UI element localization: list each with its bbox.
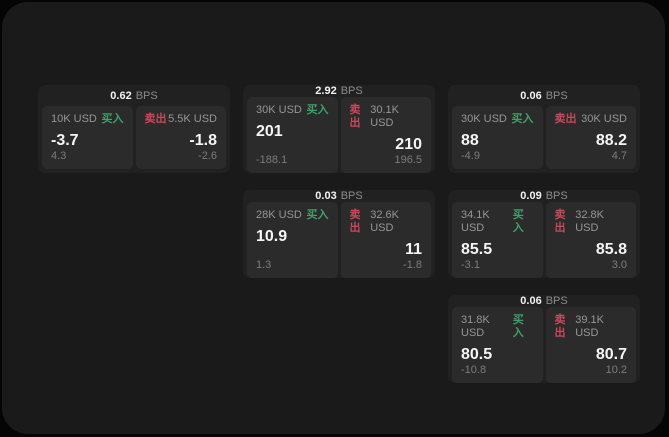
sell-delta: 3.0 [611,259,627,271]
buy-panel[interactable]: 28K USD 买入 10.9 1.3 [247,202,338,278]
sell-button[interactable]: 卖出 [349,104,361,129]
sell-price: 11 [405,241,422,258]
sell-panel[interactable]: 卖出 32.6K USD 11 -1.8 [340,202,431,278]
buy-button[interactable]: 买入 [101,113,124,125]
bps-header: 0.09 BPS [448,190,640,202]
buy-button[interactable]: 买入 [512,209,524,234]
bps-header: 0.06 BPS [448,295,640,307]
sell-price: 88.2 [595,132,627,149]
bps-value: 0.06 [520,295,542,307]
bps-unit-label: BPS [135,89,158,102]
buy-panel[interactable]: 30K USD 买入 88 -4.9 [452,106,543,169]
buy-panel[interactable]: 30K USD 买入 201 -188.1 [247,97,338,173]
sell-panel[interactable]: 卖出 30K USD 88.2 4.7 [545,106,636,169]
buy-amount: 30K USD [461,113,507,125]
sell-delta: 4.7 [611,150,627,162]
spread-card-2: 2.92 BPS 30K USD 买入 201 -188.1 卖出 30.1K … [243,85,435,173]
buy-panel[interactable]: 31.8K USD 买入 80.5 -10.8 [452,307,543,383]
card-body: 10K USD 买入 -3.7 4.3 卖出 5.5K USD -1.8 -2.… [38,106,230,173]
buy-delta: -4.9 [461,150,480,162]
card-body: 31.8K USD 买入 80.5 -10.8 卖出 39.1K USD 80.… [448,307,640,383]
buy-button[interactable]: 买入 [306,104,329,116]
buy-amount: 31.8K USD [461,314,490,339]
sell-price: 80.7 [595,346,627,363]
sell-price: -1.8 [189,132,217,149]
buy-amount: 28K USD [256,209,302,221]
bps-header: 0.06 BPS [448,85,640,106]
bps-value: 0.09 [520,190,542,202]
sell-amount: 32.6K USD [370,209,399,234]
sell-price: 85.8 [595,241,627,258]
buy-price: 88 [461,132,479,149]
card-body: 28K USD 买入 10.9 1.3 卖出 32.6K USD 11 -1.8 [243,202,435,278]
bps-value: 0.03 [315,190,337,202]
bps-unit-label: BPS [545,89,568,102]
sell-amount: 32.8K USD [575,209,604,234]
buy-delta: -188.1 [256,154,288,166]
buy-panel[interactable]: 10K USD 买入 -3.7 4.3 [42,106,133,169]
bps-header: 0.03 BPS [243,190,435,202]
buy-panel[interactable]: 34.1K USD 买入 85.5 -3.1 [452,202,543,278]
buy-amount: 10K USD [51,113,97,125]
sell-delta: 10.2 [605,364,627,376]
sell-delta: -2.6 [198,150,217,162]
spread-card-4: 0.03 BPS 28K USD 买入 10.9 1.3 卖出 32.6K US… [243,190,435,278]
buy-delta: 1.3 [256,259,272,271]
buy-price: 80.5 [461,346,493,363]
spread-card-1: 0.62 BPS 10K USD 买入 -3.7 4.3 卖出 5.5K USD [38,85,230,173]
bps-unit-label: BPS [545,190,568,202]
spread-card-6: 0.06 BPS 31.8K USD 买入 80.5 -10.8 卖出 39.1… [448,295,640,383]
buy-amount: 34.1K USD [461,209,490,234]
card-body: 30K USD 买入 201 -188.1 卖出 30.1K USD 210 1… [243,97,435,173]
sell-amount: 5.5K USD [168,113,217,125]
sell-button[interactable]: 卖出 [554,314,566,339]
bps-value: 0.62 [110,89,132,102]
buy-price: 85.5 [461,241,493,258]
bps-header: 2.92 BPS [243,85,435,97]
buy-price: 10.9 [256,228,288,245]
bps-header: 0.62 BPS [38,85,230,106]
card-body: 34.1K USD 买入 85.5 -3.1 卖出 32.8K USD 85.8… [448,202,640,278]
spread-card-3: 0.06 BPS 30K USD 买入 88 -4.9 卖出 30K USD [448,85,640,173]
buy-button[interactable]: 买入 [511,113,534,125]
bps-unit-label: BPS [340,190,363,202]
card-body: 30K USD 买入 88 -4.9 卖出 30K USD 88.2 4.7 [448,106,640,173]
buy-delta: -10.8 [461,364,487,376]
buy-button[interactable]: 买入 [306,209,329,221]
sell-delta: 196.5 [394,154,422,166]
sell-button[interactable]: 卖出 [349,209,361,234]
sell-delta: -1.8 [403,259,422,271]
bps-unit-label: BPS [545,295,568,307]
buy-button[interactable]: 买入 [512,314,524,339]
bps-value: 0.06 [520,89,542,102]
sell-button[interactable]: 卖出 [554,209,566,234]
sell-amount: 30.1K USD [370,104,399,129]
sell-amount: 39.1K USD [575,314,604,339]
sell-amount: 30K USD [581,113,627,125]
sell-button[interactable]: 卖出 [144,113,167,125]
sell-panel[interactable]: 卖出 39.1K USD 80.7 10.2 [545,307,636,383]
buy-price: 201 [256,123,283,140]
sell-panel[interactable]: 卖出 32.8K USD 85.8 3.0 [545,202,636,278]
sell-panel[interactable]: 卖出 30.1K USD 210 196.5 [340,97,431,173]
buy-delta: -3.1 [461,259,480,271]
spread-card-5: 0.09 BPS 34.1K USD 买入 85.5 -3.1 卖出 32.8K… [448,190,640,278]
app-window: 0.62 BPS 10K USD 买入 -3.7 4.3 卖出 5.5K USD [2,2,665,434]
sell-price: 210 [395,136,422,153]
buy-price: -3.7 [51,132,79,149]
sell-panel[interactable]: 卖出 5.5K USD -1.8 -2.6 [135,106,226,169]
buy-amount: 30K USD [256,104,302,116]
bps-unit-label: BPS [340,85,363,97]
sell-button[interactable]: 卖出 [554,113,577,125]
buy-delta: 4.3 [51,150,67,162]
bps-value: 2.92 [315,85,337,97]
spread-cards-grid: 0.62 BPS 10K USD 买入 -3.7 4.3 卖出 5.5K USD [38,85,640,383]
